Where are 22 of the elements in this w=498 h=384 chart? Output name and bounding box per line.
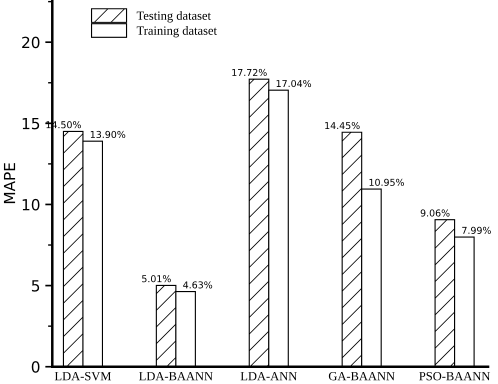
- x-tick-label: GA-BAANN: [328, 372, 395, 380]
- y-tick-label: 0: [32, 361, 40, 373]
- y-tick-label: 15: [22, 118, 40, 130]
- data-label: 13.90%: [90, 130, 126, 138]
- y-tick-label: 10: [22, 198, 40, 210]
- legend-label: Testing dataset: [136, 11, 211, 22]
- data-label: 4.63%: [183, 281, 212, 288]
- data-label: 5.01%: [142, 275, 171, 282]
- data-label: 10.95%: [370, 178, 404, 186]
- data-label: 17.04%: [276, 80, 312, 88]
- x-tick-label: LDA-SVM: [54, 372, 112, 380]
- data-label: 14.45%: [325, 122, 360, 130]
- data-label: 9.06%: [420, 209, 450, 217]
- y-tick-label: 5: [32, 280, 40, 292]
- x-tick-label: PSO-BAANN: [419, 372, 490, 380]
- data-label: 17.72%: [232, 68, 267, 76]
- x-tick-label: LDA-ANN: [240, 372, 297, 380]
- y-axis-title: MAPE: [4, 163, 16, 204]
- y-tick-label: 20: [22, 36, 40, 48]
- x-tick-label: LDA-BAANN: [139, 372, 213, 380]
- legend-label: Training dataset: [136, 26, 217, 38]
- data-label: 7.99%: [462, 226, 491, 234]
